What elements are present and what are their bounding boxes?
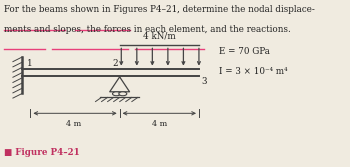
Text: 4 kN/m: 4 kN/m — [143, 31, 176, 40]
Circle shape — [119, 92, 127, 96]
Text: 1: 1 — [27, 59, 32, 68]
Text: ■ Figure P4–21: ■ Figure P4–21 — [4, 148, 80, 157]
Circle shape — [112, 92, 120, 96]
Text: 4 m: 4 m — [66, 120, 81, 128]
Text: I = 3 × 10⁻⁴ m⁴: I = 3 × 10⁻⁴ m⁴ — [219, 67, 287, 76]
Text: , determine the nodal displace-: , determine the nodal displace- — [177, 5, 315, 14]
Text: E = 70 GPa: E = 70 GPa — [219, 47, 270, 56]
Text: For the beams shown in Figures P4–21: For the beams shown in Figures P4–21 — [4, 5, 177, 14]
Text: 2: 2 — [112, 59, 118, 68]
Text: 4 m: 4 m — [152, 120, 167, 128]
Text: ments and slopes, the forces in each element, and the reactions.: ments and slopes, the forces in each ele… — [4, 25, 291, 34]
Text: 3: 3 — [202, 77, 207, 86]
